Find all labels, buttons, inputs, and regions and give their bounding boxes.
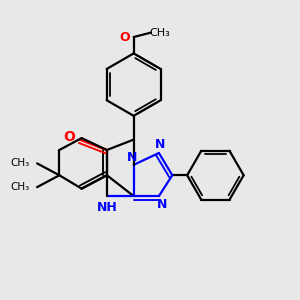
Text: NH: NH [97,201,117,214]
Text: N: N [157,198,167,211]
Text: N: N [127,151,137,164]
Text: CH₃: CH₃ [11,158,30,168]
Text: N: N [155,138,166,151]
Text: O: O [63,130,75,144]
Text: CH₃: CH₃ [11,182,30,192]
Text: O: O [119,31,130,44]
Text: CH₃: CH₃ [149,28,170,38]
